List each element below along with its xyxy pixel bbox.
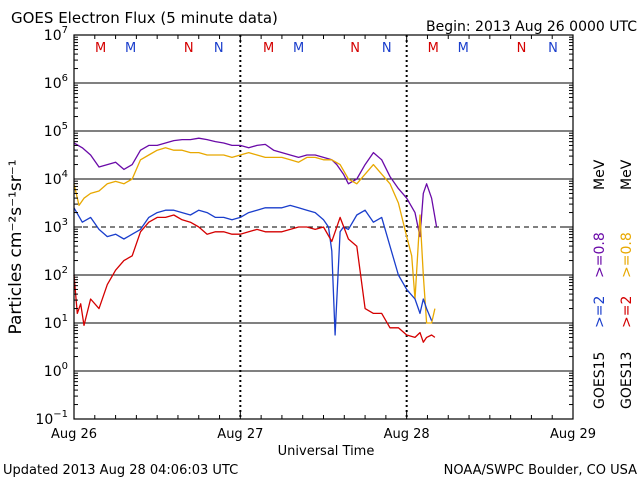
day-night-marker: M: [125, 41, 136, 56]
x-tick-label: Aug 26: [51, 427, 97, 442]
day-night-marker: N: [548, 41, 558, 56]
y-tick-label: 103: [44, 217, 68, 236]
chart-title: GOES Electron Flux (5 minute data): [11, 9, 278, 27]
day-night-marker: N: [517, 41, 527, 56]
legend-goes15: GOES15: [592, 352, 608, 409]
legend: GOES15 >=2 >=0.8 MeV GOES13 >=2 >=0.8 Me…: [592, 159, 635, 409]
x-tick-label: Aug 29: [550, 427, 596, 442]
day-night-marker: M: [263, 41, 274, 56]
series-line: [73, 137, 438, 238]
series-line: [73, 147, 436, 324]
y-tick-label: 104: [44, 169, 68, 188]
day-night-marker: N: [382, 41, 392, 56]
y-tick-label: 102: [44, 265, 68, 284]
day-night-marker: N: [214, 41, 224, 56]
credit-label: NOAA/SWPC Boulder, CO USA: [444, 463, 637, 478]
begin-label: Begin: 2013 Aug 26 0000 UTC: [426, 19, 637, 35]
x-tick-label: Aug 27: [217, 427, 263, 442]
legend-goes13: GOES13: [619, 352, 635, 409]
x-axis-label: Universal Time: [278, 444, 375, 459]
y-axis-label: Particles cm⁻²s⁻¹sr⁻¹: [6, 159, 26, 334]
x-tick-label: Aug 28: [384, 427, 430, 442]
legend-goes13-ge2: >=2: [619, 296, 635, 328]
y-tick-label: 105: [44, 121, 68, 140]
y-tick-label: 100: [44, 361, 68, 380]
legend-goes15-ge2: >=2: [592, 296, 608, 328]
day-night-marker: N: [184, 41, 194, 56]
y-tick-label: 107: [44, 25, 68, 44]
y-tick-label: 101: [44, 313, 68, 332]
day-night-marker: M: [293, 41, 304, 56]
y-tick-label: 10−1: [35, 409, 68, 428]
legend-goes13-ge08: >=0.8: [619, 232, 635, 278]
legend-mev-goes13: MeV: [619, 159, 635, 190]
plot-grid: [74, 35, 573, 419]
day-night-marker: M: [458, 41, 469, 56]
y-tick-label: 106: [44, 73, 68, 92]
day-night-marker: M: [428, 41, 439, 56]
legend-mev-goes15: MeV: [592, 159, 608, 190]
series-line: [73, 214, 436, 343]
day-night-marker: N: [350, 41, 360, 56]
updated-label: Updated 2013 Aug 28 04:06:03 UTC: [3, 463, 238, 478]
series-line: [73, 204, 433, 336]
plot-series: [73, 137, 438, 343]
day-night-marker: M: [95, 41, 106, 56]
legend-goes15-ge08: >=0.8: [592, 232, 608, 278]
